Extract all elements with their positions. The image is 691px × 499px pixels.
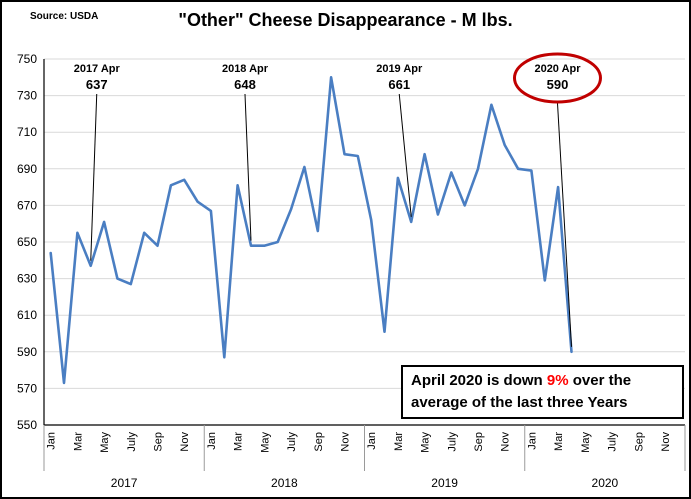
x-axis-month-label: Nov — [500, 432, 512, 452]
annotation-value: 661 — [388, 77, 410, 92]
x-axis-month-label: July — [446, 432, 458, 452]
x-axis-month-label: Sep — [633, 432, 645, 452]
y-axis-tick-label: 710 — [17, 125, 37, 139]
x-axis-month-label: Mar — [233, 432, 245, 451]
x-axis-year-label: 2017 — [111, 476, 138, 490]
y-axis-tick-label: 610 — [17, 308, 37, 322]
x-axis-month-label: Jan — [526, 432, 538, 450]
x-axis-year-label: 2019 — [431, 476, 458, 490]
highlight-ellipse — [512, 52, 602, 104]
chart-title: "Other" Cheese Disappearance - M lbs. — [178, 10, 513, 30]
note-highlight: 9% — [546, 372, 569, 389]
annotation-label: 2020 Apr — [534, 63, 581, 75]
x-axis-year-label: 2018 — [271, 476, 298, 490]
y-axis-tick-label: 650 — [17, 235, 37, 249]
x-axis-month-label: July — [126, 432, 138, 452]
y-axis-tick-label: 690 — [17, 162, 37, 176]
annotation-value: 590 — [547, 77, 569, 92]
source-label: Source: USDA — [30, 11, 99, 22]
x-axis-month-label: Sep — [153, 432, 165, 452]
x-axis-month-label: July — [607, 432, 619, 452]
x-axis-month-label: May — [259, 432, 271, 453]
data-series-line — [49, 76, 573, 385]
note-box: April 2020 is down 9% over the average o… — [401, 365, 684, 419]
y-axis-tick-label: 670 — [17, 198, 37, 212]
annotation-value: 648 — [234, 77, 256, 92]
x-axis-month-label: Sep — [313, 432, 325, 452]
y-axis-tick-label: 570 — [17, 381, 37, 395]
annotation-label: 2018 Apr — [222, 63, 269, 75]
x-axis-month-label: May — [580, 432, 592, 453]
annotation-leader-line — [244, 93, 252, 241]
x-axis-month-label: Jan — [206, 432, 218, 450]
y-axis-tick-label: 750 — [17, 52, 37, 66]
x-axis-month-label: Nov — [179, 432, 191, 452]
y-axis-tick-label: 590 — [17, 345, 37, 359]
x-axis-month-label: Jan — [366, 432, 378, 450]
x-axis-month-label: Sep — [473, 432, 485, 452]
annotation-value: 637 — [86, 77, 108, 92]
y-axis-tick-label: 630 — [17, 272, 37, 286]
annotation-leader-line — [556, 102, 572, 347]
x-axis-month-label: July — [286, 432, 298, 452]
annotation-label: 2017 Apr — [74, 63, 121, 75]
x-axis-month-label: Mar — [553, 432, 565, 451]
note-text-3: average of the last three Years — [411, 393, 628, 411]
note-text-2: over the — [568, 372, 632, 389]
x-axis-year-label: 2020 — [592, 476, 619, 490]
x-axis-month-label: May — [99, 432, 111, 453]
x-axis-month-label: Mar — [393, 432, 405, 451]
y-axis-tick-label: 550 — [17, 418, 37, 432]
note-text-1: April 2020 is down — [411, 372, 547, 389]
annotation-leader-line — [90, 93, 98, 261]
annotation-leader-line — [398, 93, 412, 217]
x-axis-month-label: Nov — [339, 432, 351, 452]
y-axis-tick-label: 730 — [17, 89, 37, 103]
annotation-label: 2019 Apr — [376, 63, 423, 75]
x-axis-month-label: May — [420, 432, 432, 453]
x-axis-month-label: Jan — [46, 432, 58, 450]
x-axis-month-label: Nov — [660, 432, 672, 452]
x-axis-month-label: Mar — [72, 432, 84, 451]
